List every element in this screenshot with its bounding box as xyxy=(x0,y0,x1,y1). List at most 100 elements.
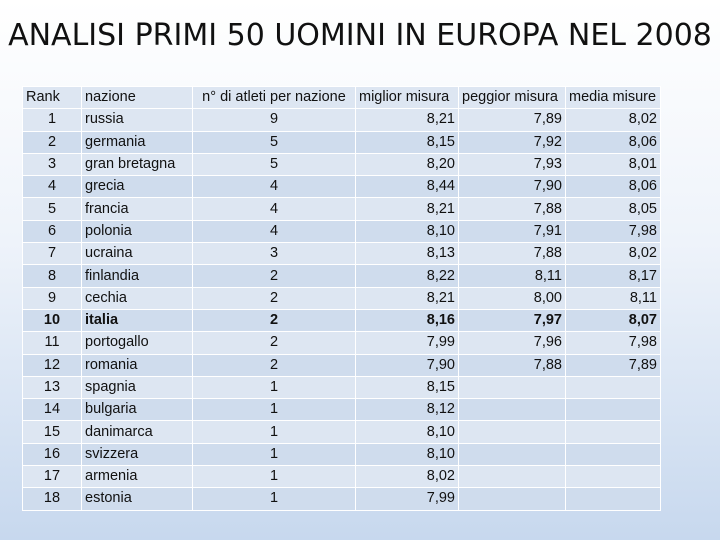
cell-media: 7,98 xyxy=(565,331,661,355)
cell-peggior: 7,91 xyxy=(458,219,566,244)
cell-media: 7,89 xyxy=(565,353,661,377)
table-row: 7 ucraina 3 8,13 7,88 8,02 xyxy=(22,242,661,266)
cell-miglior: 7,99 xyxy=(355,331,459,355)
cell-nazione: svizzera xyxy=(81,442,193,467)
cell-rank: 9 xyxy=(22,286,82,310)
cell-media xyxy=(565,420,661,444)
cell-atleti: 2 xyxy=(192,308,356,333)
cell-peggior xyxy=(458,487,566,511)
header-row: Rank nazione n° di atleti per nazione mi… xyxy=(22,85,661,110)
cell-nazione: finlandia xyxy=(81,264,193,288)
cell-nazione: italia xyxy=(81,308,193,333)
cell-rank: 4 xyxy=(22,175,82,199)
cell-miglior: 8,15 xyxy=(355,375,459,400)
table-row: 10 italia 2 8,16 7,97 8,07 xyxy=(22,308,661,333)
cell-miglior: 8,21 xyxy=(355,108,459,132)
header-atleti: n° di atleti per nazione xyxy=(192,85,356,110)
cell-media: 7,98 xyxy=(565,219,661,244)
cell-peggior xyxy=(458,375,566,400)
cell-miglior: 8,10 xyxy=(355,442,459,467)
table-row: 2 germania 5 8,15 7,92 8,06 xyxy=(22,130,661,154)
cell-rank: 11 xyxy=(22,331,82,355)
cell-rank: 12 xyxy=(22,353,82,377)
cell-atleti: 1 xyxy=(192,465,356,489)
cell-nazione: romania xyxy=(81,353,193,377)
cell-miglior: 8,22 xyxy=(355,264,459,288)
cell-atleti: 1 xyxy=(192,487,356,511)
cell-nazione: ucraina xyxy=(81,242,193,266)
table-row: 11 portogallo 2 7,99 7,96 7,98 xyxy=(22,331,661,355)
cell-atleti: 1 xyxy=(192,375,356,400)
cell-rank: 2 xyxy=(22,130,82,154)
cell-media: 8,17 xyxy=(565,264,661,288)
cell-nazione: portogallo xyxy=(81,331,193,355)
cell-miglior: 7,90 xyxy=(355,353,459,377)
cell-miglior: 8,21 xyxy=(355,197,459,221)
cell-peggior: 7,97 xyxy=(458,308,566,333)
cell-nazione: gran bretagna xyxy=(81,152,193,177)
cell-media xyxy=(565,465,661,489)
header-peggior: peggior misura xyxy=(458,85,566,110)
table-row: 18 estonia 1 7,99 xyxy=(22,487,661,511)
table-row: 16 svizzera 1 8,10 xyxy=(22,442,661,467)
cell-atleti: 1 xyxy=(192,442,356,467)
cell-rank: 14 xyxy=(22,398,82,422)
header-nazione: nazione xyxy=(81,85,193,110)
cell-nazione: russia xyxy=(81,108,193,132)
cell-peggior: 7,93 xyxy=(458,152,566,177)
cell-peggior: 7,90 xyxy=(458,175,566,199)
table-row: 8 finlandia 2 8,22 8,11 8,17 xyxy=(22,264,661,288)
cell-miglior: 8,16 xyxy=(355,308,459,333)
cell-rank: 6 xyxy=(22,219,82,244)
cell-miglior: 8,15 xyxy=(355,130,459,154)
table-row: 12 romania 2 7,90 7,88 7,89 xyxy=(22,353,661,377)
cell-media: 8,02 xyxy=(565,242,661,266)
cell-peggior: 7,88 xyxy=(458,353,566,377)
cell-peggior xyxy=(458,465,566,489)
cell-rank: 3 xyxy=(22,152,82,177)
cell-miglior: 8,02 xyxy=(355,465,459,489)
cell-atleti: 9 xyxy=(192,108,356,132)
cell-miglior: 8,44 xyxy=(355,175,459,199)
cell-peggior xyxy=(458,442,566,467)
cell-atleti: 4 xyxy=(192,175,356,199)
cell-media xyxy=(565,375,661,400)
header-miglior: miglior misura xyxy=(355,85,459,110)
cell-media: 8,06 xyxy=(565,130,661,154)
cell-rank: 17 xyxy=(22,465,82,489)
cell-rank: 18 xyxy=(22,487,82,511)
cell-peggior: 7,96 xyxy=(458,331,566,355)
table-row: 9 cechia 2 8,21 8,00 8,11 xyxy=(22,286,661,310)
cell-nazione: germania xyxy=(81,130,193,154)
cell-miglior: 7,99 xyxy=(355,487,459,511)
cell-nazione: estonia xyxy=(81,487,193,511)
cell-miglior: 8,20 xyxy=(355,152,459,177)
cell-atleti: 4 xyxy=(192,219,356,244)
ranking-table: Rank nazione n° di atleti per nazione mi… xyxy=(22,85,661,511)
table-row: 6 polonia 4 8,10 7,91 7,98 xyxy=(22,219,661,244)
cell-miglior: 8,12 xyxy=(355,398,459,422)
cell-nazione: polonia xyxy=(81,219,193,244)
cell-atleti: 5 xyxy=(192,130,356,154)
cell-nazione: spagnia xyxy=(81,375,193,400)
cell-atleti: 2 xyxy=(192,286,356,310)
cell-atleti: 2 xyxy=(192,353,356,377)
cell-atleti: 2 xyxy=(192,331,356,355)
cell-atleti: 4 xyxy=(192,197,356,221)
slide-title: ANALISI PRIMI 50 UOMINI IN EUROPA NEL 20… xyxy=(8,18,712,53)
cell-peggior: 8,00 xyxy=(458,286,566,310)
cell-peggior: 7,89 xyxy=(458,108,566,132)
table-row: 4 grecia 4 8,44 7,90 8,06 xyxy=(22,175,661,199)
cell-atleti: 1 xyxy=(192,420,356,444)
cell-rank: 7 xyxy=(22,242,82,266)
cell-media: 8,07 xyxy=(565,308,661,333)
cell-media xyxy=(565,442,661,467)
cell-peggior: 7,88 xyxy=(458,197,566,221)
cell-rank: 10 xyxy=(22,308,82,333)
cell-media: 8,01 xyxy=(565,152,661,177)
cell-nazione: grecia xyxy=(81,175,193,199)
table-row: 17 armenia 1 8,02 xyxy=(22,465,661,489)
cell-rank: 1 xyxy=(22,108,82,132)
cell-media xyxy=(565,398,661,422)
table-row: 3 gran bretagna 5 8,20 7,93 8,01 xyxy=(22,152,661,177)
